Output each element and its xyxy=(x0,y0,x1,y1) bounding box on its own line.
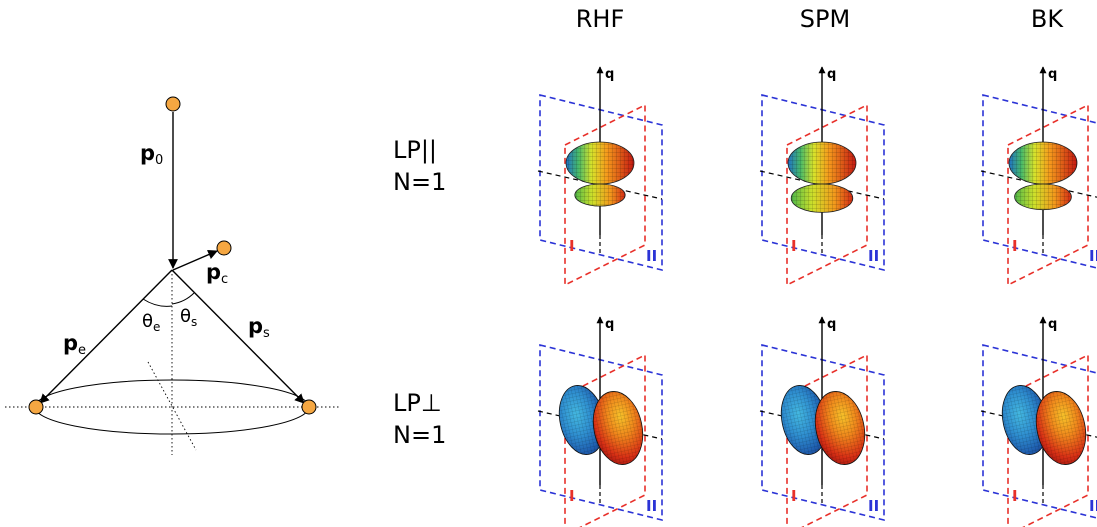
upper-lobe-mesh xyxy=(566,142,634,184)
pc-label: pc xyxy=(206,260,228,287)
q-axis-label: q xyxy=(827,317,836,332)
plane-i-label: I xyxy=(569,237,575,255)
plane-ii xyxy=(982,343,1097,519)
lower-lobe-mesh xyxy=(791,184,853,213)
theta-s-arc xyxy=(171,292,195,305)
plane-ii-label: II xyxy=(646,497,657,515)
ps-label: ps xyxy=(248,314,270,341)
plane-i-label: I xyxy=(1012,487,1018,505)
row-label-perp-line1: LP⊥ xyxy=(393,389,442,417)
row-label-perp-line2: N=1 xyxy=(393,421,446,449)
right-lobe-mesh xyxy=(1036,391,1086,465)
theta-e-label: θe xyxy=(142,311,160,334)
plane-i xyxy=(786,353,868,527)
q-axis-label: q xyxy=(827,67,836,82)
plane-i xyxy=(1007,353,1089,527)
incoming-particle xyxy=(165,96,181,112)
column-header-rhf: RHF xyxy=(576,5,625,33)
plane-ii-label: II xyxy=(646,247,657,265)
plane-ii-label: II xyxy=(868,247,879,265)
left-lobe-mesh xyxy=(781,385,827,455)
lower-lobe-mesh xyxy=(1014,184,1072,210)
column-header-bk: BK xyxy=(1031,5,1064,33)
theta-e-arc xyxy=(142,298,173,307)
plane-ii-label: II xyxy=(868,497,879,515)
left-lobe-mesh xyxy=(559,385,605,455)
plane-i xyxy=(564,103,646,287)
pc-arrow xyxy=(172,249,218,271)
lower-lobe-mesh xyxy=(574,184,626,207)
column-header-spm: SPM xyxy=(800,5,850,33)
left-lobe-mesh xyxy=(1002,385,1048,455)
angular-distribution-panels: qIIIqIIIqIIIqIIIqIIIqIII xyxy=(537,66,1097,527)
row-label-parallel-line2: N=1 xyxy=(393,168,446,196)
upper-lobe-mesh xyxy=(788,142,856,184)
scattered-particle xyxy=(301,399,317,415)
plane-i xyxy=(786,103,868,287)
q-axis-label: q xyxy=(605,317,614,332)
kinematics-diagram: p0 pc pe ps θe θs xyxy=(5,96,340,455)
plane-i-label: I xyxy=(791,237,797,255)
plane-ii xyxy=(761,343,885,522)
diagonal-dotted-line xyxy=(147,361,197,451)
pe-arrow xyxy=(39,269,173,404)
upper-lobe-mesh xyxy=(1009,142,1077,184)
row-label-parallel-line1: LP|| xyxy=(393,136,437,164)
q-axis-label: q xyxy=(605,67,614,82)
ejected-particle xyxy=(28,399,44,415)
plane-ii xyxy=(982,93,1097,269)
plane-ii-label: II xyxy=(1089,247,1097,265)
pe-label: pe xyxy=(63,331,86,358)
recoil-particle xyxy=(216,240,232,256)
q-axis-label: q xyxy=(1048,317,1057,332)
plane-i-label: I xyxy=(1012,237,1018,255)
plane-i-label: I xyxy=(569,487,575,505)
theta-s-label: θs xyxy=(180,306,197,329)
q-axis-label: q xyxy=(1048,67,1057,82)
plane-i xyxy=(1007,103,1089,287)
plane-ii xyxy=(539,343,663,522)
plane-i-label: I xyxy=(791,487,797,505)
right-lobe-mesh xyxy=(815,391,865,465)
ps-arrow xyxy=(171,269,305,404)
plane-ii xyxy=(761,93,885,272)
plane-ii-label: II xyxy=(1089,497,1097,515)
plane-ii xyxy=(539,93,663,272)
right-lobe-mesh xyxy=(593,391,643,465)
plane-i xyxy=(564,353,646,527)
p0-label: p0 xyxy=(140,141,163,168)
